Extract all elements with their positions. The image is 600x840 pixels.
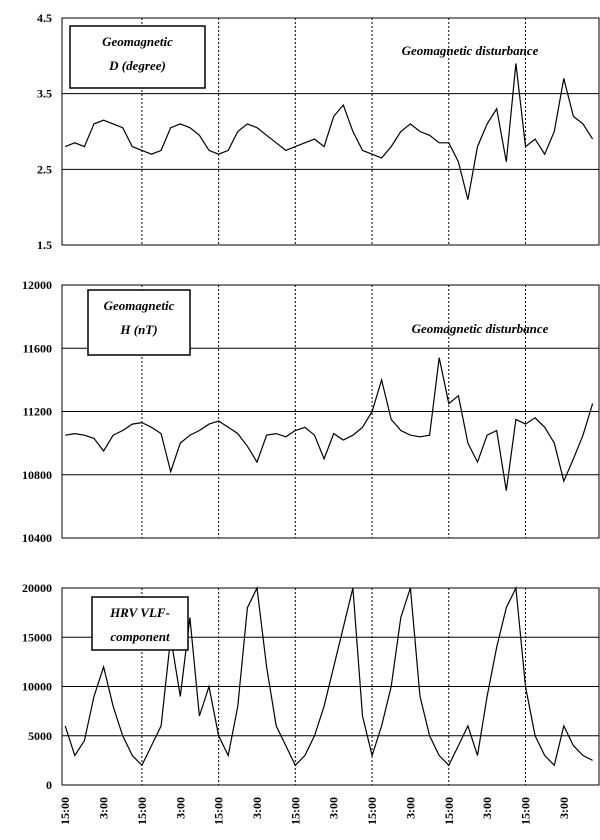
panel-title: component (110, 629, 170, 644)
x-tick-label: 15:00 (135, 797, 149, 825)
x-tick-label: 3:00 (403, 797, 417, 819)
panel-title: Geomagnetic (102, 34, 173, 49)
y-tick-label: 5000 (28, 729, 52, 743)
y-tick-label: 2.5 (37, 162, 52, 176)
x-tick-label: 3:00 (173, 797, 187, 819)
x-tick-label: 3:00 (557, 797, 571, 819)
x-tick-label: 3:00 (480, 797, 494, 819)
x-tick-label: 15:00 (212, 797, 226, 825)
y-tick-label: 3.5 (37, 87, 52, 101)
data-line (64, 585, 593, 767)
annotation: Geomagnetic disturbance (412, 321, 549, 336)
x-tick-label: 15:00 (58, 797, 72, 825)
x-tick-label: 3:00 (327, 797, 341, 819)
panel-title: Geomagnetic (104, 298, 175, 313)
title-box (69, 25, 206, 89)
data-line (64, 63, 594, 200)
y-tick-label: 10400 (22, 531, 52, 545)
title-box (87, 289, 191, 356)
y-tick-label: 12000 (22, 278, 52, 292)
y-tick-label: 4.5 (37, 11, 52, 25)
y-tick-label: 1.5 (37, 238, 52, 252)
title-box (91, 596, 189, 651)
x-tick-label: 15:00 (442, 797, 456, 825)
y-tick-label: 10800 (22, 468, 52, 482)
y-tick-label: 0 (46, 778, 52, 792)
x-tick-label: 15:00 (288, 797, 302, 825)
y-tick-label: 15000 (22, 630, 52, 644)
annotation: Geomagnetic disturbance (402, 43, 539, 58)
x-tick-label: 15:00 (518, 797, 532, 825)
y-tick-label: 11200 (23, 405, 52, 419)
y-tick-label: 20000 (22, 581, 52, 595)
panel-title: HRV VLF- (109, 605, 170, 620)
y-tick-label: 10000 (22, 680, 52, 694)
x-tick-label: 3:00 (97, 797, 111, 819)
data-line (65, 357, 594, 491)
x-tick-label: 15:00 (365, 797, 379, 825)
panel-title: D (degree) (108, 58, 166, 73)
x-tick-label: 3:00 (250, 797, 264, 819)
panel-title: H (nT) (119, 322, 157, 337)
y-tick-label: 11600 (23, 341, 52, 355)
